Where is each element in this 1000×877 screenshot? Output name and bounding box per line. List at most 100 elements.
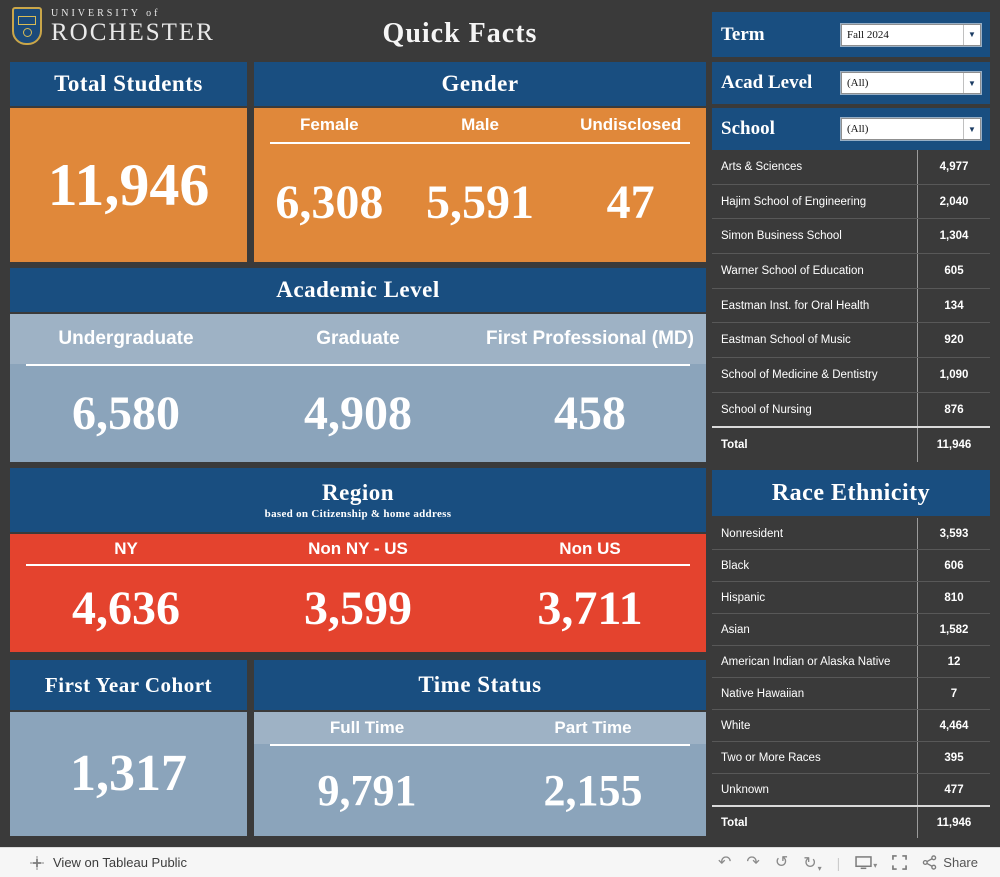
race-table-row[interactable]: Unknown 477 [712,774,990,805]
school-row-value: 1,090 [917,358,990,392]
school-table-row[interactable]: Warner School of Education 605 [712,254,990,289]
academic-level-card[interactable]: Undergraduate Graduate First Professiona… [10,314,706,462]
view-on-tableau-text: View on Tableau Public [53,855,187,870]
race-table-row[interactable]: American Indian or Alaska Native 12 [712,646,990,678]
academic-level-header: Academic Level [10,268,706,312]
race-row-value: 606 [917,550,990,581]
school-table-row[interactable]: School of Nursing 876 [712,392,990,427]
school-row-label: Hajim School of Engineering [721,195,867,208]
total-students-card[interactable]: 11,946 [10,108,247,262]
race-table-row[interactable]: Hispanic 810 [712,582,990,614]
gender-card[interactable]: Female Male Undisclosed 6,308 5,591 47 [254,108,706,262]
race-row-value: 4,464 [917,710,990,741]
rochester-shield-icon [12,7,42,45]
region-value-non-ny-us[interactable]: 3,599 [304,582,412,635]
acad-level-dropdown-value: (All) [847,77,869,89]
time-status-value-full-time[interactable]: 9,791 [317,766,417,815]
school-row-value: 2,040 [917,184,990,219]
gender-value-female[interactable]: 6,308 [275,176,384,229]
time-status-value-part-time[interactable]: 2,155 [543,766,643,815]
tableau-logo-icon [30,855,44,870]
first-year-cohort-value: 1,317 [70,745,187,802]
toolbar-actions: ↶ ↷ ↺ ↻ ▾ | ▾ [718,853,984,873]
acad-level-dropdown[interactable]: (All) ▼ [841,72,981,94]
chevron-down-icon[interactable]: ▼ [963,119,980,139]
academic-column-graduate: Graduate [316,328,400,349]
tableau-public-toolbar: View on Tableau Public ↶ ↷ ↺ ↻ ▾ | ▾ [0,847,1000,877]
total-students-header: Total Students [10,62,247,106]
race-row-label: Two or More Races [721,751,821,764]
school-dropdown[interactable]: (All) ▼ [841,118,981,140]
display-settings-button[interactable]: ▾ [855,855,878,870]
race-row-value: 395 [917,742,990,773]
race-row-value: 12 [917,646,990,677]
school-row-value: 4,977 [917,150,990,184]
school-row-label: School of Nursing [721,403,812,416]
school-table-row[interactable]: Simon Business School 1,304 [712,219,990,255]
replay-icon[interactable]: ↺ [774,853,789,871]
school-row-label: Warner School of Education [721,264,864,277]
school-row-label: Simon Business School [721,230,842,243]
refresh-button[interactable]: ↻ ▾ [803,853,821,873]
academic-value-first-professional[interactable]: 458 [554,387,626,440]
school-total-label: Total [721,439,748,452]
shield-dot-emblem [23,28,32,37]
region-value-ny[interactable]: 4,636 [72,582,180,635]
school-row-value: 605 [917,254,990,288]
gender-value-male[interactable]: 5,591 [426,176,534,229]
school-table-row[interactable]: Arts & Sciences 4,977 [712,150,990,185]
region-header: Region based on Citizenship & home addre… [10,468,706,532]
total-students-value: 11,946 [47,152,210,218]
school-row-value: 134 [917,288,990,323]
school-table-row[interactable]: School of Medicine & Dentistry 1,090 [712,358,990,393]
school-row-value: 1,304 [917,219,990,254]
region-column-non-ny-us: Non NY - US [308,539,408,558]
race-table-row[interactable]: Asian 1,582 [712,614,990,646]
term-dropdown-value: Fall 2024 [847,28,889,41]
time-status-column-full-time: Full Time [329,718,405,737]
school-table-row[interactable]: Eastman School of Music 920 [712,323,990,359]
race-total-label: Total [721,816,748,829]
undo-icon[interactable]: ↶ [718,853,732,871]
region-values-row: 4,636 3,599 3,711 [10,566,706,652]
school-table: Arts & Sciences 4,977 Hajim School of En… [712,150,990,463]
school-dropdown-value: (All) [847,123,869,135]
race-table-row[interactable]: Black 606 [712,550,990,582]
fullscreen-icon[interactable] [892,855,908,870]
share-button[interactable]: Share [922,855,978,870]
time-status-column-labels: Full Time Part Time [254,712,706,744]
race-row-label: White [721,719,751,732]
acad-level-filter: Acad Level (All) ▼ [712,62,990,104]
caret-down-icon: ▾ [873,860,878,870]
school-row-value: 876 [917,392,990,427]
race-table-row[interactable]: White 4,464 [712,710,990,742]
view-on-tableau-link[interactable]: View on Tableau Public [16,855,187,870]
region-card[interactable]: NY Non NY - US Non US 4,636 3,599 3,711 [10,534,706,652]
region-value-non-us[interactable]: 3,711 [537,582,643,635]
term-dropdown[interactable]: Fall 2024 ▼ [841,23,981,46]
gender-column-female: Female [300,115,359,134]
academic-value-undergraduate[interactable]: 6,580 [72,387,180,440]
gender-column-undisclosed: Undisclosed [580,115,682,134]
logo-university-line: UNIVERSITY of [51,7,161,19]
race-row-label: Native Hawaiian [721,687,805,700]
region-title: Region [322,480,394,506]
academic-value-graduate[interactable]: 4,908 [304,387,412,440]
time-status-card[interactable]: Full Time Part Time 9,791 2,155 [254,712,706,836]
region-column-non-us: Non US [559,539,621,558]
divider-line [26,564,690,566]
school-table-row[interactable]: Eastman Inst. for Oral Health 134 [712,288,990,324]
gender-values-row: 6,308 5,591 47 [254,144,706,262]
chevron-down-icon[interactable]: ▼ [963,73,980,93]
race-table-row[interactable]: Native Hawaiian 7 [712,678,990,710]
gender-header: Gender [254,62,706,106]
school-filter-label: School [721,118,775,139]
first-year-cohort-card[interactable]: 1,317 [10,712,247,836]
redo-icon[interactable]: ↷ [746,853,760,871]
chevron-down-icon[interactable]: ▼ [963,24,980,45]
race-table-row[interactable]: Nonresident 3,593 [712,518,990,550]
race-table-row[interactable]: Two or More Races 395 [712,742,990,774]
gender-value-undisclosed[interactable]: 47 [606,176,655,229]
school-table-row[interactable]: Hajim School of Engineering 2,040 [712,184,990,220]
divider-line [270,744,690,746]
